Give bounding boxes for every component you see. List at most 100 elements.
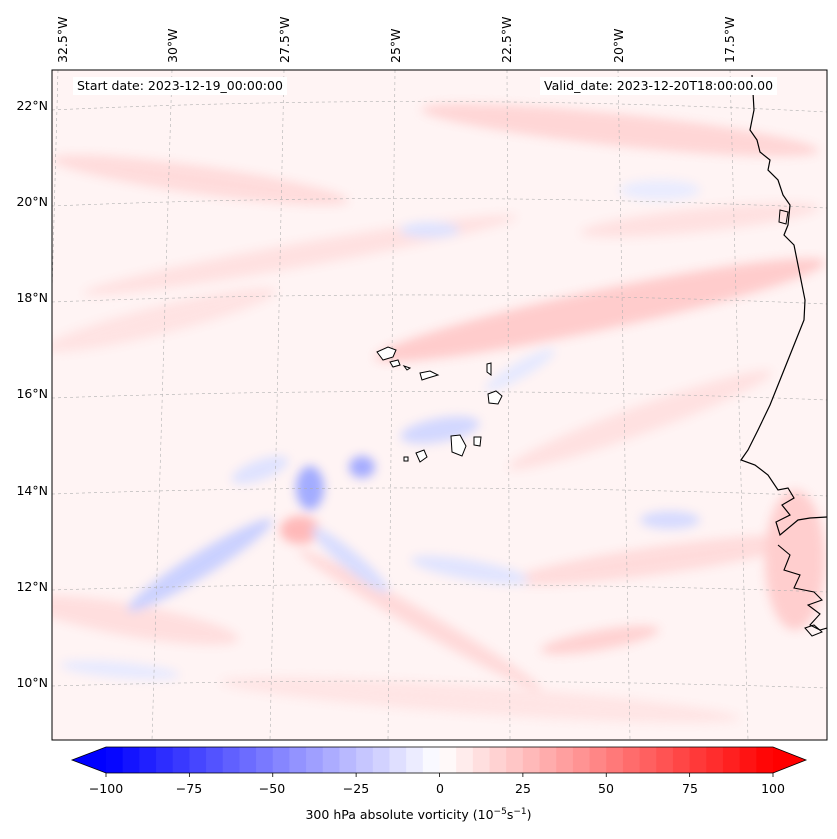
vorticity-band-pos (52, 154, 349, 206)
vorticity-band-neg (231, 456, 289, 484)
vorticity-band-pos (511, 534, 809, 586)
colorbar-segment (372, 747, 390, 773)
cape-verde-islands (376, 346, 503, 463)
colorbar-segment (256, 747, 274, 773)
colorbar-label-exp1: −5 (493, 807, 507, 817)
lon-label: 27.5°W (277, 16, 292, 63)
colorbar-tick-label: −100 (88, 781, 124, 796)
meridian (506, 70, 511, 740)
colorbar-segment (606, 747, 624, 773)
vorticity-band-neg (620, 180, 700, 200)
colorbar-segment (572, 747, 591, 773)
lon-label: 17.5°W (722, 16, 737, 63)
island-maio (473, 436, 482, 447)
colorbar-tick-label: 0 (436, 781, 444, 796)
colorbar-tick-label: 75 (682, 781, 698, 796)
meridian (729, 70, 749, 740)
island-sao-vicente (389, 359, 401, 368)
vorticity-band-neg (400, 222, 460, 238)
colorbar-tick-label: 50 (598, 781, 614, 796)
vorticity-band-pos (421, 103, 819, 157)
vorticity-band-neg (640, 511, 700, 529)
colorbar-segment (539, 747, 557, 773)
lat-label: 20°N (16, 194, 48, 209)
colorbar (70, 746, 808, 777)
lat-label: 22°N (16, 98, 48, 113)
colorbar-segment (422, 747, 440, 773)
colorbar-segment (122, 747, 140, 773)
colorbar-segment (389, 747, 407, 773)
colorbar-tick-label: 25 (515, 781, 531, 796)
vorticity-band-neg (410, 555, 530, 585)
lat-label: 16°N (16, 386, 48, 401)
colorbar-tick-label: 100 (761, 781, 785, 796)
parallel (52, 487, 827, 497)
lon-label: 30°W (165, 28, 180, 63)
colorbar-segment (656, 747, 674, 773)
colorbar-segment (156, 747, 174, 773)
vorticity-band-neg (60, 660, 180, 680)
start-date-box: Start date: 2023-12-19_00:00:00 (73, 77, 287, 95)
colorbar-segment (456, 747, 474, 773)
vorticity-band-pos (580, 202, 820, 238)
meridian (387, 70, 396, 740)
colorbar-segment (722, 747, 741, 773)
colorbar-segment (556, 747, 574, 773)
vorticity-band-neg (311, 527, 389, 593)
colorbar-label-main: 300 hPa absolute vorticity (10 (305, 807, 494, 823)
colorbar-segment (172, 747, 190, 773)
vorticity-band-neg (485, 348, 555, 392)
lat-label: 18°N (16, 290, 48, 305)
island-santo-antao (376, 346, 397, 361)
island-sao-nicolau (419, 370, 440, 381)
lat-label: 10°N (16, 675, 48, 690)
meridian (617, 70, 631, 740)
colorbar-segment (622, 747, 641, 773)
vorticity-band-pos (374, 258, 826, 362)
colorbar-segment (472, 747, 491, 773)
vorticity-band-pos (52, 287, 277, 353)
island-sal (486, 362, 492, 376)
colorbar-segment (739, 747, 757, 773)
parallel (52, 101, 827, 113)
colorbar-segment (106, 747, 124, 773)
colorbar-segment (406, 747, 424, 773)
lon-label: 25°W (388, 28, 403, 63)
colorbar-segment (689, 747, 707, 773)
colorbar-extend-high (773, 747, 806, 773)
colorbar-segment (239, 747, 257, 773)
colorbar-segment (756, 747, 774, 773)
colorbar-segment (306, 747, 324, 773)
meridian (151, 70, 173, 740)
vorticity-band-neg (349, 456, 375, 478)
parallel (52, 391, 827, 401)
lon-label: 22.5°W (499, 16, 514, 63)
coastline-africa (804, 624, 823, 637)
island-santa-luzia (402, 365, 412, 371)
map-frame (51, 69, 828, 741)
colorbar-segment (222, 747, 240, 773)
colorbar-segment (522, 747, 541, 773)
graticule (52, 70, 827, 740)
colorbar-label-exp2: −1 (513, 807, 527, 817)
colorbar-segment (339, 747, 357, 773)
valid-date-box: Valid_date: 2023-12-20T18:00:00.00 (540, 77, 778, 95)
colorbar-label-end: ) (526, 807, 532, 823)
coastline-africa (778, 209, 789, 225)
colorbar-tick-label: −25 (342, 781, 370, 796)
colorbar-segment (439, 747, 457, 773)
island-santiago (450, 434, 467, 457)
parallel (52, 198, 827, 209)
colorbar-segment (639, 747, 657, 773)
colorbar-segment (589, 747, 607, 773)
vorticity-band-pos (540, 625, 660, 655)
island-boa-vista (487, 390, 503, 405)
island-fogo (415, 449, 428, 463)
colorbar-extend-low (72, 747, 106, 773)
vorticity-band-pos (220, 677, 740, 723)
parallel (52, 584, 827, 593)
vorticity-band-neg (296, 466, 324, 510)
meridian (269, 70, 285, 740)
